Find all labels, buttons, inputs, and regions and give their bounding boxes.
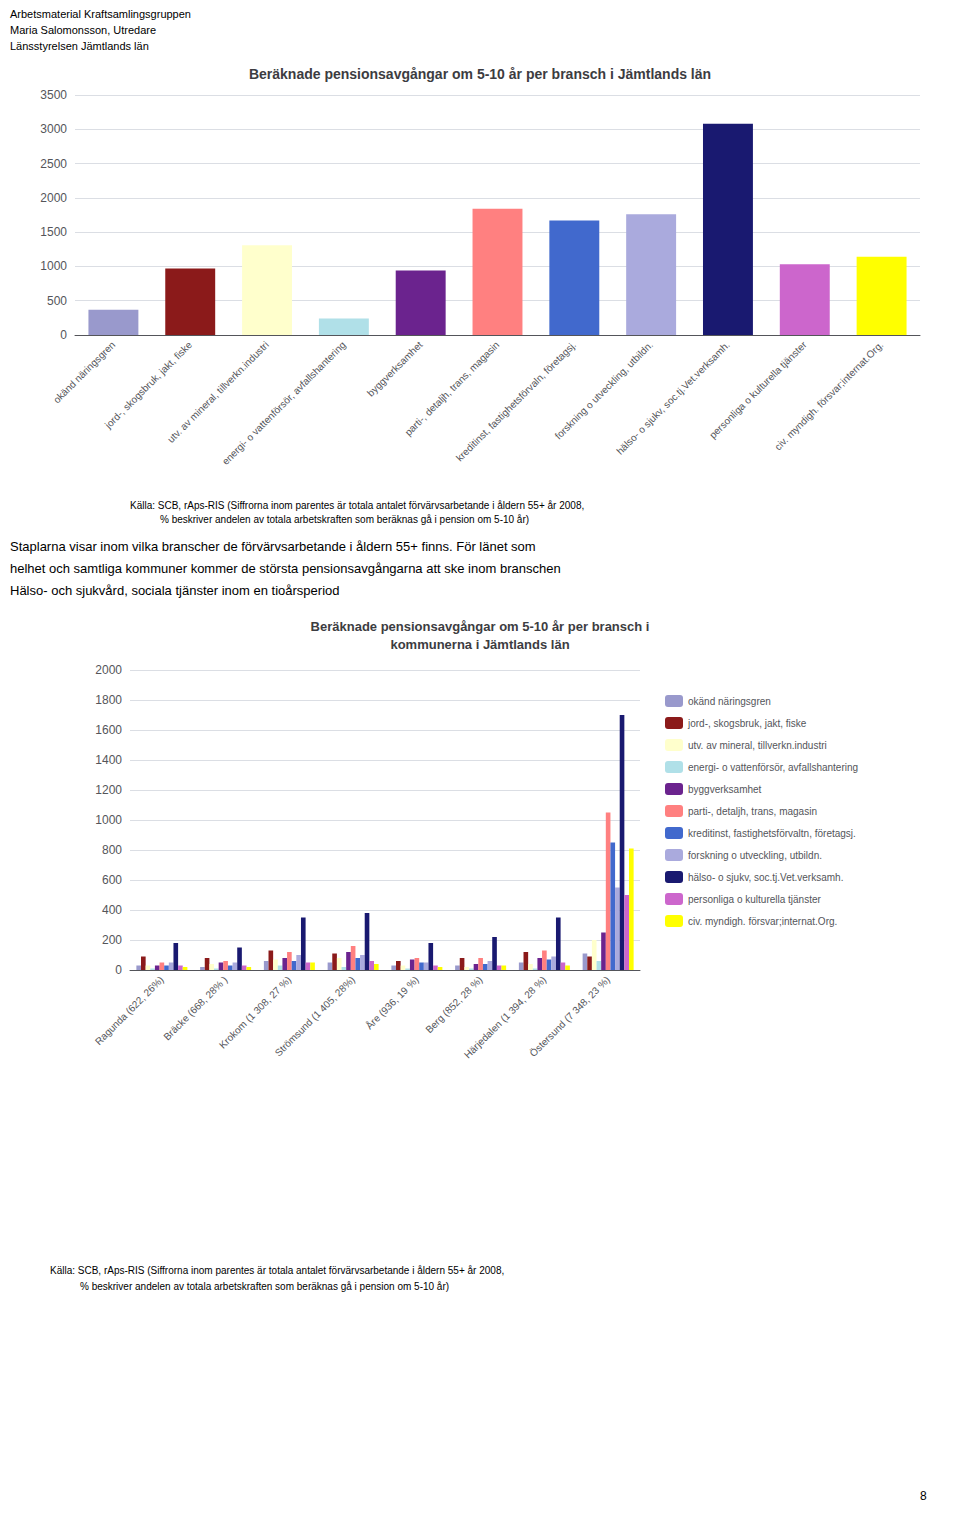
svg-text:kreditinst, fastighetsförvaln,: kreditinst, fastighetsförvaln, företagsj… [454,339,578,463]
svg-text:okänd näringsgren: okänd näringsgren [688,696,771,707]
svg-text:Beräknade pensionsavgångar om: Beräknade pensionsavgångar om 5-10 år pe… [249,66,711,82]
svg-text:Berg (852, 28 %): Berg (852, 28 %) [423,974,484,1035]
svg-text:1800: 1800 [95,693,122,707]
svg-text:Länsstyrelsen Jämtlands län: Länsstyrelsen Jämtlands län [10,40,149,52]
svg-text:personliga o kulturella tjänst: personliga o kulturella tjänster [707,339,809,441]
svg-text:forskning o utveckling, utbild: forskning o utveckling, utbildn. [688,850,822,861]
svg-text:Strömsund (1 405, 28%): Strömsund (1 405, 28%) [273,974,357,1058]
svg-text:kreditinst, fastighetsförvaltn: kreditinst, fastighetsförvaltn, företags… [688,828,856,839]
svg-text:8: 8 [920,1489,927,1503]
svg-text:1200: 1200 [95,783,122,797]
svg-text:Källa: SCB, rAps-RIS (Siffrorn: Källa: SCB, rAps-RIS (Siffrorna inom par… [130,500,584,511]
svg-text:Hälso- och sjukvård, sociala t: Hälso- och sjukvård, sociala tjänster in… [10,583,340,598]
svg-text:Staplarna visar inom vilka bra: Staplarna visar inom vilka branscher de … [10,539,536,554]
svg-text:civ. myndigh. försvar;internat: civ. myndigh. försvar;internat.Org. [688,916,837,927]
svg-text:Åre (936, 19 %): Åre (936, 19 %) [363,973,421,1031]
svg-text:utv. av mineral, tillverkn.ind: utv. av mineral, tillverkn.industri [165,339,271,445]
svg-text:parti-, detaljh, trans, magasi: parti-, detaljh, trans, magasin [402,339,502,438]
svg-text:1000: 1000 [40,259,67,273]
svg-text:0: 0 [60,328,67,342]
svg-text:energi- o vattenförsör, avfall: energi- o vattenförsör, avfallshantering [688,762,858,773]
svg-text:500: 500 [47,294,67,308]
svg-text:forskning o utveckling, utbild: forskning o utveckling, utbildn. [552,339,655,442]
svg-text:2000: 2000 [40,191,67,205]
svg-text:Ragunda (622, 26%): Ragunda (622, 26%) [93,974,166,1047]
svg-text:200: 200 [102,933,122,947]
svg-text:Bräcke (668, 28% ): Bräcke (668, 28% ) [161,974,229,1042]
svg-text:helhet och samtliga kommuner k: helhet och samtliga kommuner kommer de s… [10,561,561,576]
svg-text:Källa: SCB, rAps-RIS (Siffrorn: Källa: SCB, rAps-RIS (Siffrorna inom par… [50,1265,504,1276]
svg-text:2000: 2000 [95,663,122,677]
svg-text:kommunerna i Jämtlands län: kommunerna i Jämtlands län [390,637,569,652]
svg-text:3000: 3000 [40,122,67,136]
svg-text:byggverksamhet: byggverksamhet [688,784,762,795]
svg-text:personliga o kulturella tjänst: personliga o kulturella tjänster [688,894,822,905]
svg-text:2500: 2500 [40,157,67,171]
svg-text:jord-, skogsbruk, jakt, fiske: jord-, skogsbruk, jakt, fiske [687,718,807,729]
svg-text:1600: 1600 [95,723,122,737]
svg-text:1000: 1000 [95,813,122,827]
svg-text:Härjedalen (1 394, 28 %): Härjedalen (1 394, 28 %) [462,974,549,1061]
svg-text:800: 800 [102,843,122,857]
svg-text:byggverksamhet: byggverksamhet [365,339,425,399]
svg-text:Arbetsmaterial Kraftsamlingsgr: Arbetsmaterial Kraftsamlingsgruppen [10,8,191,20]
svg-text:hälso- o sjukv, soc.tj.Vet.ver: hälso- o sjukv, soc.tj.Vet.verksamh. [614,339,732,457]
svg-text:Östersund (7 348, 23 %): Östersund (7 348, 23 %) [527,974,612,1059]
svg-text:jord-, skogsbruk, jakt, fiske: jord-, skogsbruk, jakt, fiske [102,339,194,431]
svg-text:Maria Salomonsson, Utredare: Maria Salomonsson, Utredare [10,24,156,36]
svg-text:1400: 1400 [95,753,122,767]
svg-text:1500: 1500 [40,225,67,239]
svg-text:Krokom (1 308, 27 %): Krokom (1 308, 27 %) [217,974,293,1050]
svg-text:0: 0 [115,963,122,977]
svg-text:% beskriver andelen av totala: % beskriver andelen av totala arbetskraf… [80,1281,449,1292]
svg-text:3500: 3500 [40,88,67,102]
svg-text:civ. myndigh. försvar;internat: civ. myndigh. försvar;internat.Org. [772,339,885,452]
svg-text:600: 600 [102,873,122,887]
svg-text:energi- o vattenförsör, avfall: energi- o vattenförsör, avfallshantering [220,339,348,467]
svg-text:utv. av mineral, tillverkn.ind: utv. av mineral, tillverkn.industri [688,740,827,751]
svg-text:parti-, detaljh, trans, magasi: parti-, detaljh, trans, magasin [688,806,817,817]
svg-text:okänd näringsgren: okänd näringsgren [51,339,117,405]
svg-text:400: 400 [102,903,122,917]
svg-text:% beskriver andelen av totala: % beskriver andelen av totala arbetskraf… [160,514,529,525]
svg-text:Beräknade pensionsavgångar om: Beräknade pensionsavgångar om 5-10 år pe… [311,619,650,634]
svg-text:hälso- o sjukv, soc.tj.Vet.ver: hälso- o sjukv, soc.tj.Vet.verksamh. [688,872,843,883]
